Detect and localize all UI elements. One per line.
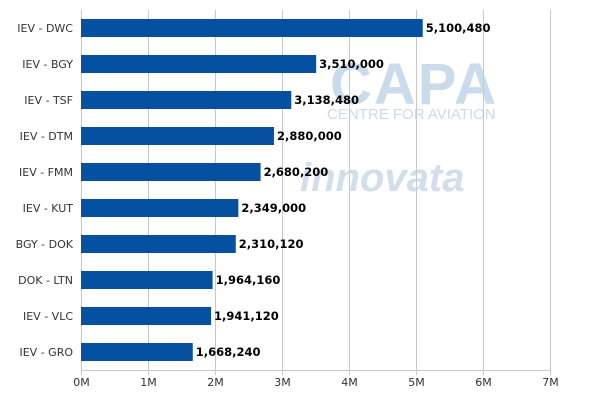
x-tick-label: 7M — [542, 376, 559, 389]
category-label: IEV - GRO — [19, 346, 73, 359]
data-label: 1,941,120 — [214, 309, 279, 323]
data-label: 3,138,480 — [294, 93, 359, 107]
x-tick-label: 3M — [274, 376, 291, 389]
category-label: IEV - KUT — [23, 202, 74, 215]
category-label: IEV - DTM — [20, 130, 73, 143]
bars — [81, 19, 423, 361]
capa-logo: CAPA — [330, 52, 498, 117]
bar — [81, 307, 212, 325]
bar — [81, 19, 423, 37]
bar — [81, 343, 193, 361]
bar — [81, 55, 317, 73]
category-label: IEV - FMM — [19, 166, 73, 179]
category-label: IEV - VLC — [23, 310, 73, 323]
capa-tagline: CENTRE FOR AVIATION — [327, 106, 496, 123]
x-tick-label: 0M — [73, 376, 90, 389]
data-label: 2,880,000 — [277, 129, 342, 143]
x-tick-label: 1M — [140, 376, 157, 389]
bar — [81, 199, 239, 217]
watermark-logos: CAPA CENTRE FOR AVIATION innovata — [300, 52, 498, 200]
category-labels: IEV - DWC IEV - BGY IEV - TSF IEV - DTM IEV … — [16, 22, 74, 359]
category-label: IEV - BGY — [22, 58, 73, 71]
bar — [81, 271, 213, 289]
x-tick-label: 2M — [207, 376, 224, 389]
category-label: IEV - TSF — [24, 94, 73, 107]
category-label: DOK - LTN — [18, 274, 73, 287]
category-label: BGY - DOK — [16, 238, 74, 251]
x-tick-label: 4M — [341, 376, 358, 389]
data-label: 1,668,240 — [196, 345, 261, 359]
data-label: 2,349,000 — [241, 201, 306, 215]
bar — [81, 163, 261, 181]
data-label: 2,310,120 — [239, 237, 304, 251]
value-labels: 5,100,480 3,510,000 3,138,480 2,880,000 2,68… — [196, 21, 491, 359]
data-label: 3,510,000 — [319, 57, 384, 71]
bar — [81, 127, 274, 145]
bar — [81, 91, 292, 109]
x-axis: 0M 1M 2M 3M 4M 5M 6M 7M — [73, 370, 559, 389]
data-label: 1,964,160 — [216, 273, 281, 287]
data-label: 5,100,480 — [426, 21, 491, 35]
x-tick-label: 5M — [408, 376, 425, 389]
category-label: IEV - DWC — [17, 22, 73, 35]
data-label: 2,680,200 — [264, 165, 329, 179]
innovata-logo: innovata — [300, 156, 464, 200]
x-tick-label: 6M — [475, 376, 492, 389]
bar — [81, 235, 236, 253]
